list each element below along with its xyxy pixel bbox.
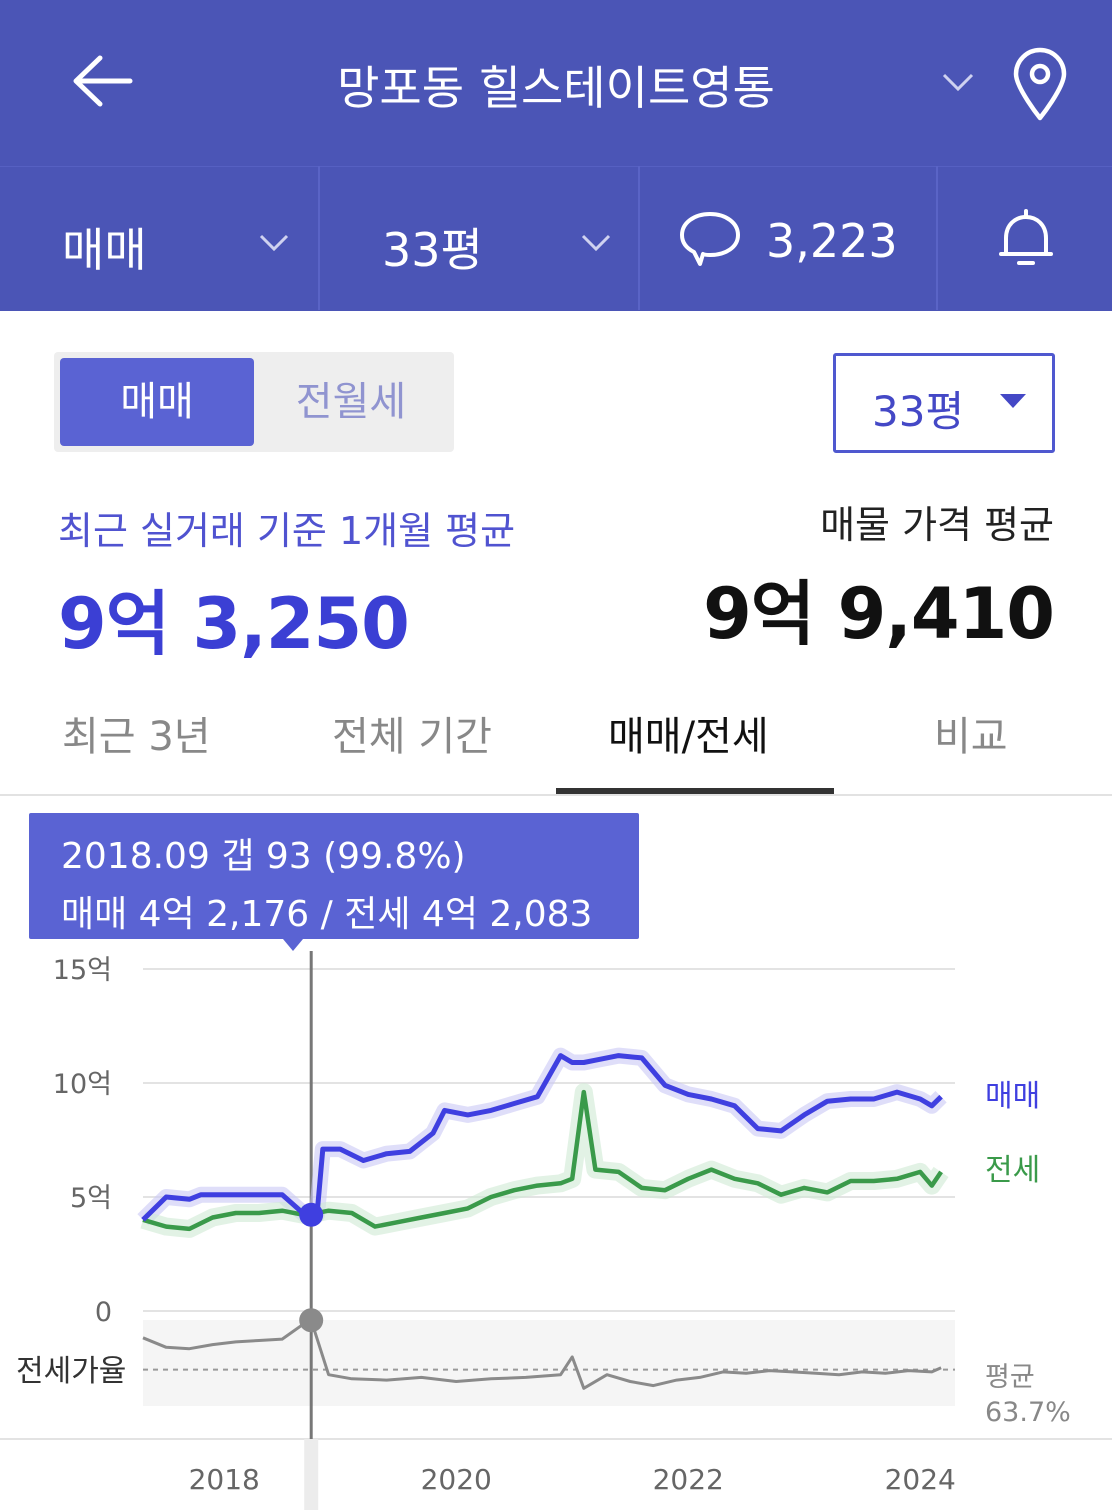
trade-type-selector[interactable]: 매매 <box>0 166 320 310</box>
chevron-down-icon <box>581 234 611 252</box>
x-tick-label: 2022 <box>653 1463 724 1496</box>
filter-bar <box>0 166 1112 311</box>
deal-type-toggle: 매매 전월세 <box>54 352 454 452</box>
selection-band <box>304 1439 319 1510</box>
bell-icon <box>999 209 1053 265</box>
x-tick-label: 2020 <box>421 1463 492 1496</box>
x-tick-label: 2024 <box>885 1463 956 1496</box>
tooltip-prices: 매매 4억 2,176 / 전세 4억 2,083 <box>61 894 593 935</box>
listing-price-value: 9억 9,410 <box>703 573 1055 655</box>
ratio-average-label: 평균 <box>985 1362 1035 1393</box>
ratio-series-line <box>142 1318 942 1390</box>
notification-button[interactable] <box>938 166 1112 310</box>
chevron-down-icon[interactable] <box>938 66 978 96</box>
tab-recent-3y[interactable]: 최근 3년 <box>62 714 211 760</box>
size-dropdown[interactable]: 33평 <box>833 353 1055 453</box>
sale-series-label: 매매 <box>985 1079 1040 1114</box>
selected-point-marker <box>299 1202 324 1227</box>
size-selector[interactable]: 33평 <box>320 166 640 310</box>
size-dropdown-value: 33평 <box>872 387 965 436</box>
tab-sale-jeonse[interactable]: 매매/전세 <box>608 714 769 760</box>
tab-all-period[interactable]: 전체 기간 <box>332 714 492 760</box>
x-tick-label: 2018 <box>189 1463 260 1496</box>
recent-price-value: 9억 3,250 <box>58 583 410 665</box>
size-label: 33평 <box>382 223 483 277</box>
selected-ratio-marker <box>299 1308 324 1333</box>
tab-divider <box>0 794 1112 796</box>
y-tick-label: 5억 <box>70 1183 112 1214</box>
ratio-panel-label: 전세가율 <box>16 1354 126 1389</box>
caret-down-icon <box>1000 394 1026 408</box>
page-title[interactable]: 망포동 힐스테이트영통 <box>337 61 775 115</box>
comments-button[interactable]: 3,223 <box>640 166 938 310</box>
speech-bubble-icon <box>680 212 740 266</box>
jeonse-series-line <box>142 1089 943 1232</box>
sale-series-line <box>141 1053 943 1222</box>
comment-count: 3,223 <box>766 214 898 268</box>
chevron-down-icon <box>259 234 289 252</box>
chart-tooltip: 2018.09 갭 93 (99.8%) 매매 4억 2,176 / 전세 4억… <box>29 813 639 939</box>
toggle-sale[interactable]: 매매 <box>60 358 254 446</box>
active-tab-indicator <box>556 788 834 794</box>
y-tick-label: 10억 <box>53 1069 112 1100</box>
recent-price-label: 최근 실거래 기준 1개월 평균 <box>58 509 516 553</box>
tooltip-date-gap: 2018.09 갭 93 (99.8%) <box>61 836 466 877</box>
y-tick-label: 15억 <box>53 955 112 986</box>
jeonse-series-label: 전세 <box>985 1153 1040 1188</box>
app-header: 망포동 힐스테이트영통 <box>0 0 1112 166</box>
tab-compare[interactable]: 비교 <box>934 714 1008 760</box>
location-pin-icon[interactable] <box>1010 46 1070 122</box>
trade-type-label: 매매 <box>62 223 147 277</box>
ratio-panel-bg <box>143 1320 955 1406</box>
listing-price-label: 매물 가격 평균 <box>820 503 1054 547</box>
toggle-rent[interactable]: 전월세 <box>295 379 407 425</box>
back-arrow-icon[interactable] <box>64 46 140 116</box>
tooltip-pointer <box>283 939 303 951</box>
ratio-average-value: 63.7% <box>985 1397 1071 1428</box>
y-tick-label: 0 <box>95 1297 112 1328</box>
